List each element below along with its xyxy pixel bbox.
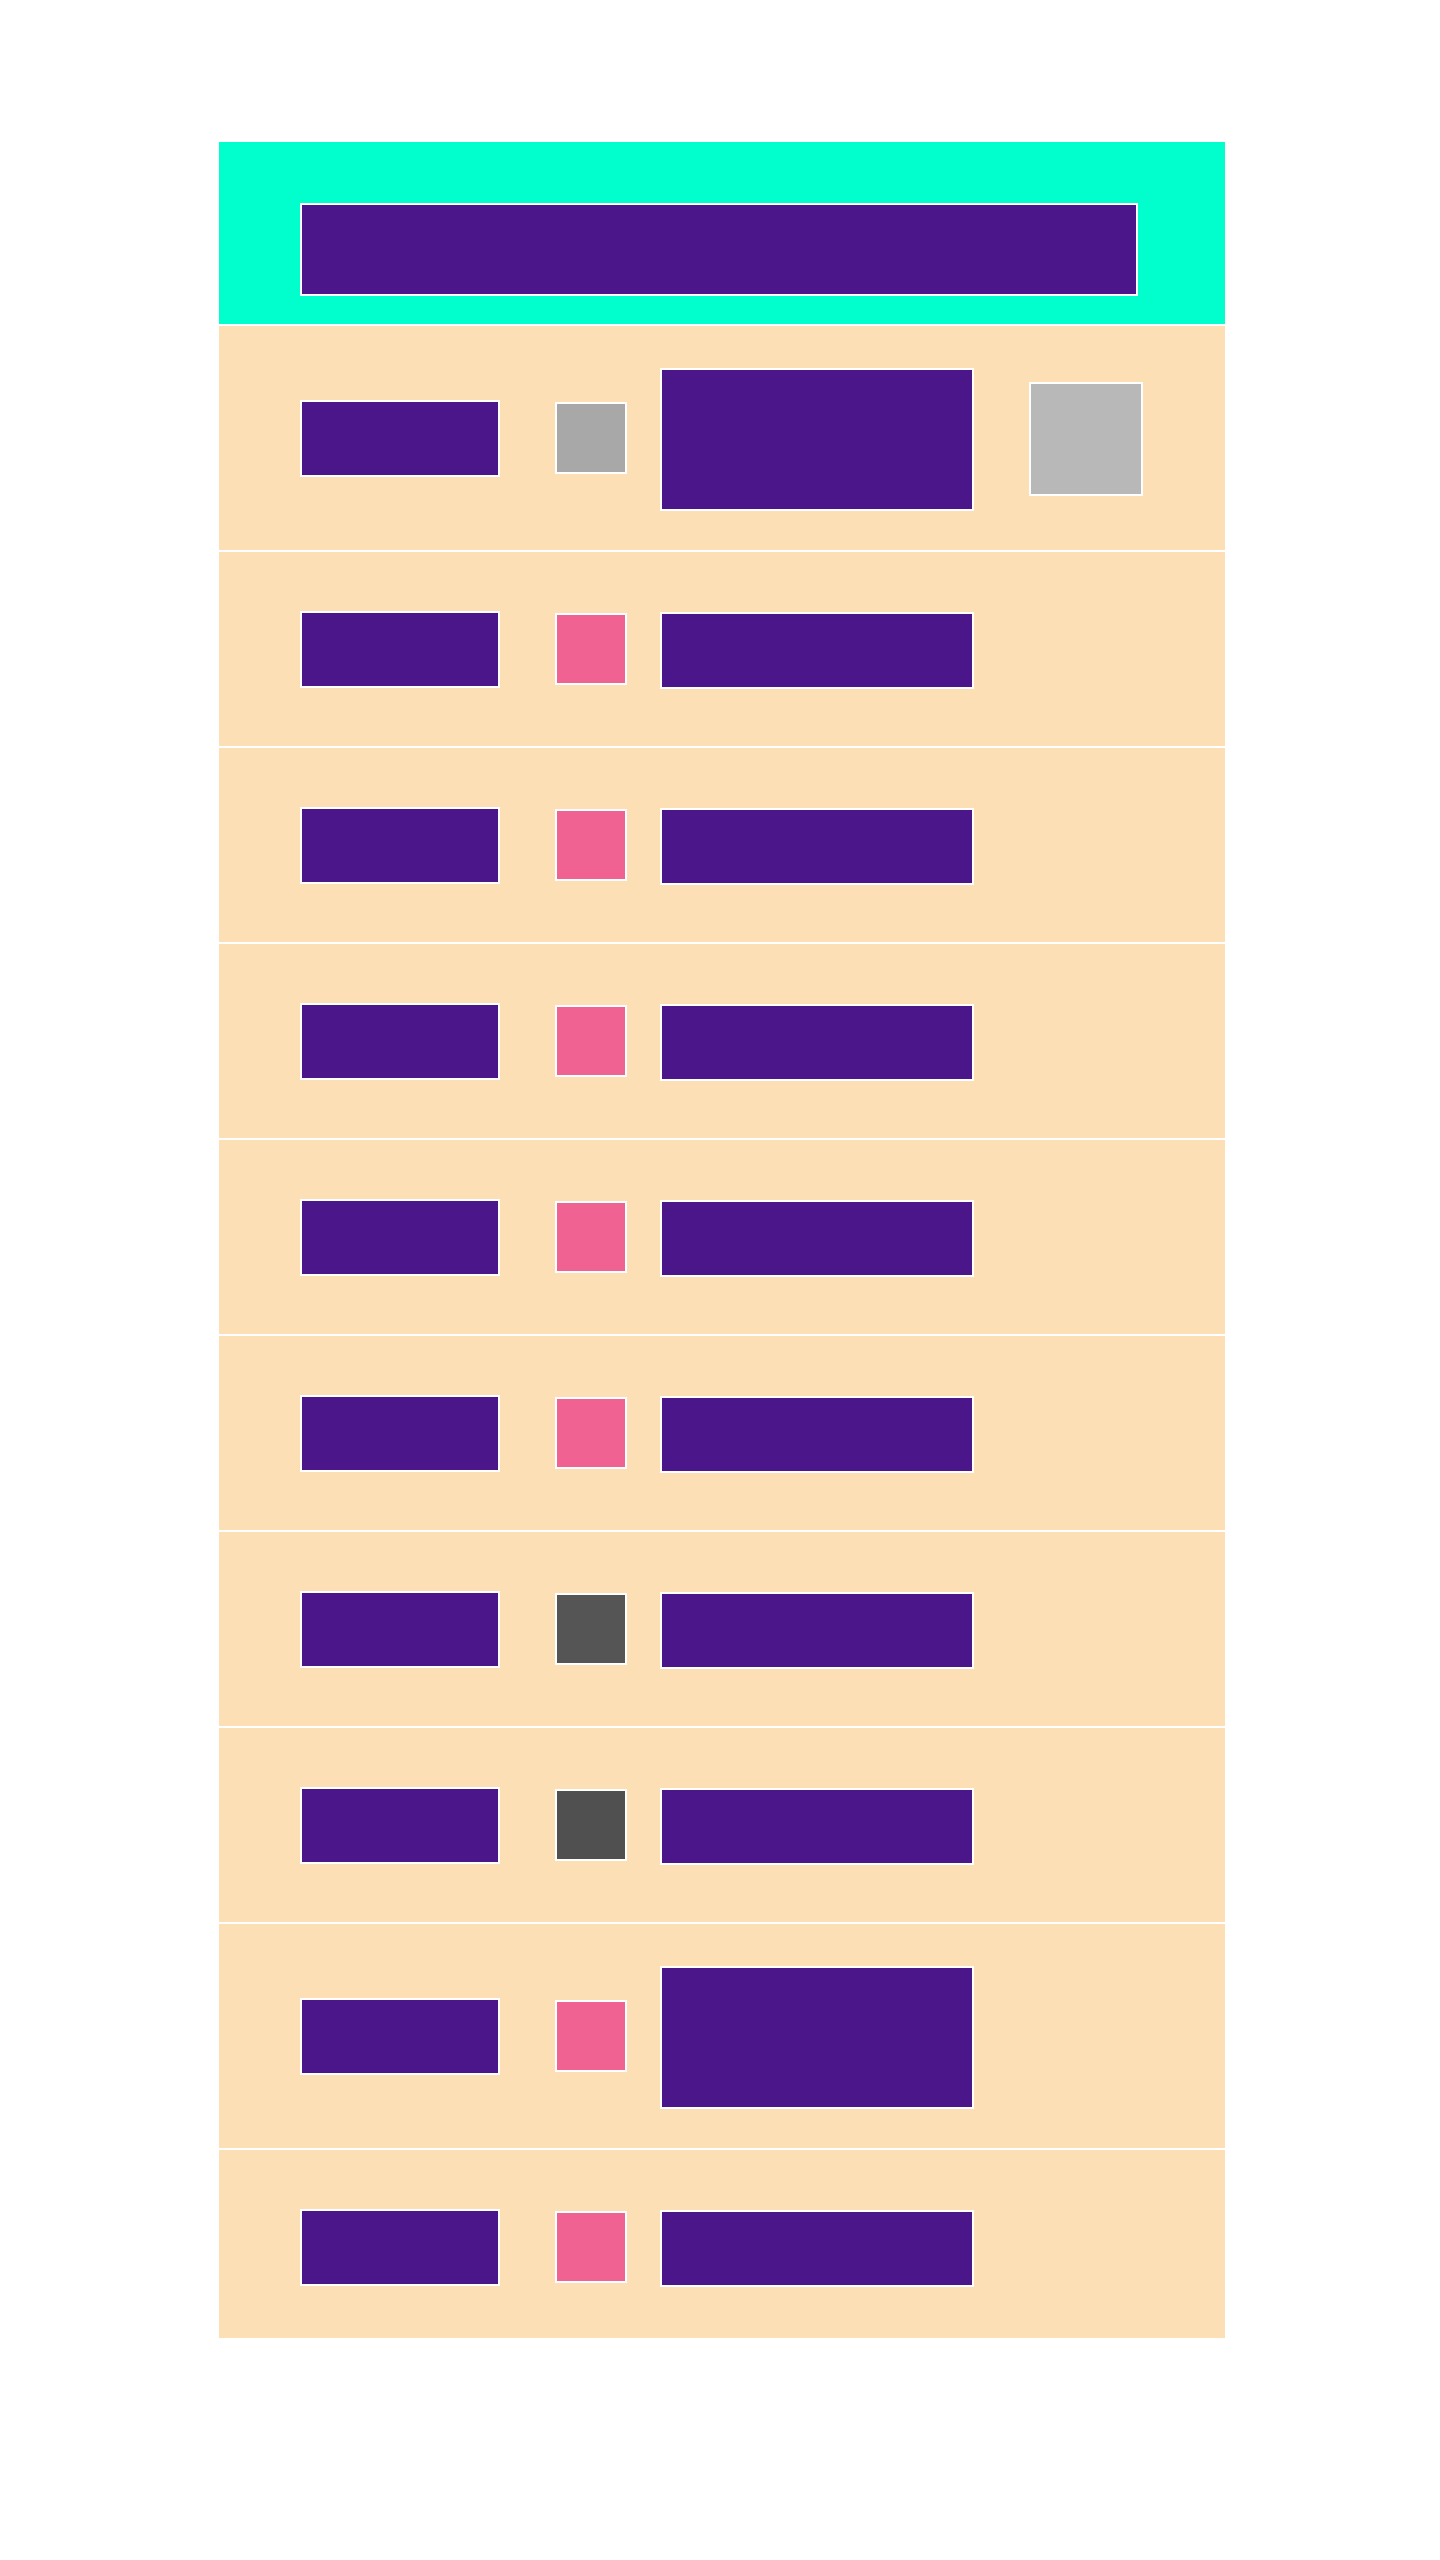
- item-name: [300, 2209, 500, 2286]
- item-name: [300, 1003, 500, 1080]
- item-detail: [660, 1395, 974, 1473]
- list-item[interactable]: [219, 2148, 1225, 2344]
- item-action-button[interactable]: [1029, 382, 1143, 496]
- status-indicator: [555, 2211, 627, 2283]
- item-detail: [660, 611, 974, 689]
- item-name: [300, 1395, 500, 1472]
- list-item[interactable]: [219, 746, 1225, 942]
- item-name: [300, 1199, 500, 1276]
- list-item[interactable]: [219, 942, 1225, 1138]
- list-item[interactable]: [219, 1726, 1225, 1922]
- list-item[interactable]: [219, 1138, 1225, 1334]
- page-title: [300, 203, 1138, 296]
- header: [219, 142, 1225, 324]
- item-name: [300, 611, 500, 688]
- status-indicator: [555, 809, 627, 881]
- item-detail: [660, 1199, 974, 1277]
- list-item[interactable]: [219, 1334, 1225, 1530]
- list-panel: [219, 142, 1225, 2338]
- item-detail: [660, 1591, 974, 1669]
- item-name: [300, 1591, 500, 1668]
- item-detail: [660, 2209, 974, 2287]
- item-name: [300, 807, 500, 884]
- item-detail: [660, 1965, 974, 2109]
- item-name: [300, 1998, 500, 2075]
- status-indicator: [555, 1789, 627, 1861]
- status-indicator: [555, 2000, 627, 2072]
- item-name: [300, 1787, 500, 1864]
- item-name: [300, 400, 500, 477]
- item-detail: [660, 1787, 974, 1865]
- status-indicator: [555, 1593, 627, 1665]
- list-item[interactable]: [219, 1530, 1225, 1726]
- status-indicator: [555, 1397, 627, 1469]
- status-indicator: [555, 1201, 627, 1273]
- item-detail: [660, 807, 974, 885]
- list-item[interactable]: [219, 324, 1225, 550]
- status-indicator: [555, 402, 627, 474]
- item-detail: [660, 367, 974, 511]
- list-item[interactable]: [219, 1922, 1225, 2148]
- status-indicator: [555, 1005, 627, 1077]
- status-indicator: [555, 613, 627, 685]
- list-item[interactable]: [219, 550, 1225, 746]
- item-detail: [660, 1003, 974, 1081]
